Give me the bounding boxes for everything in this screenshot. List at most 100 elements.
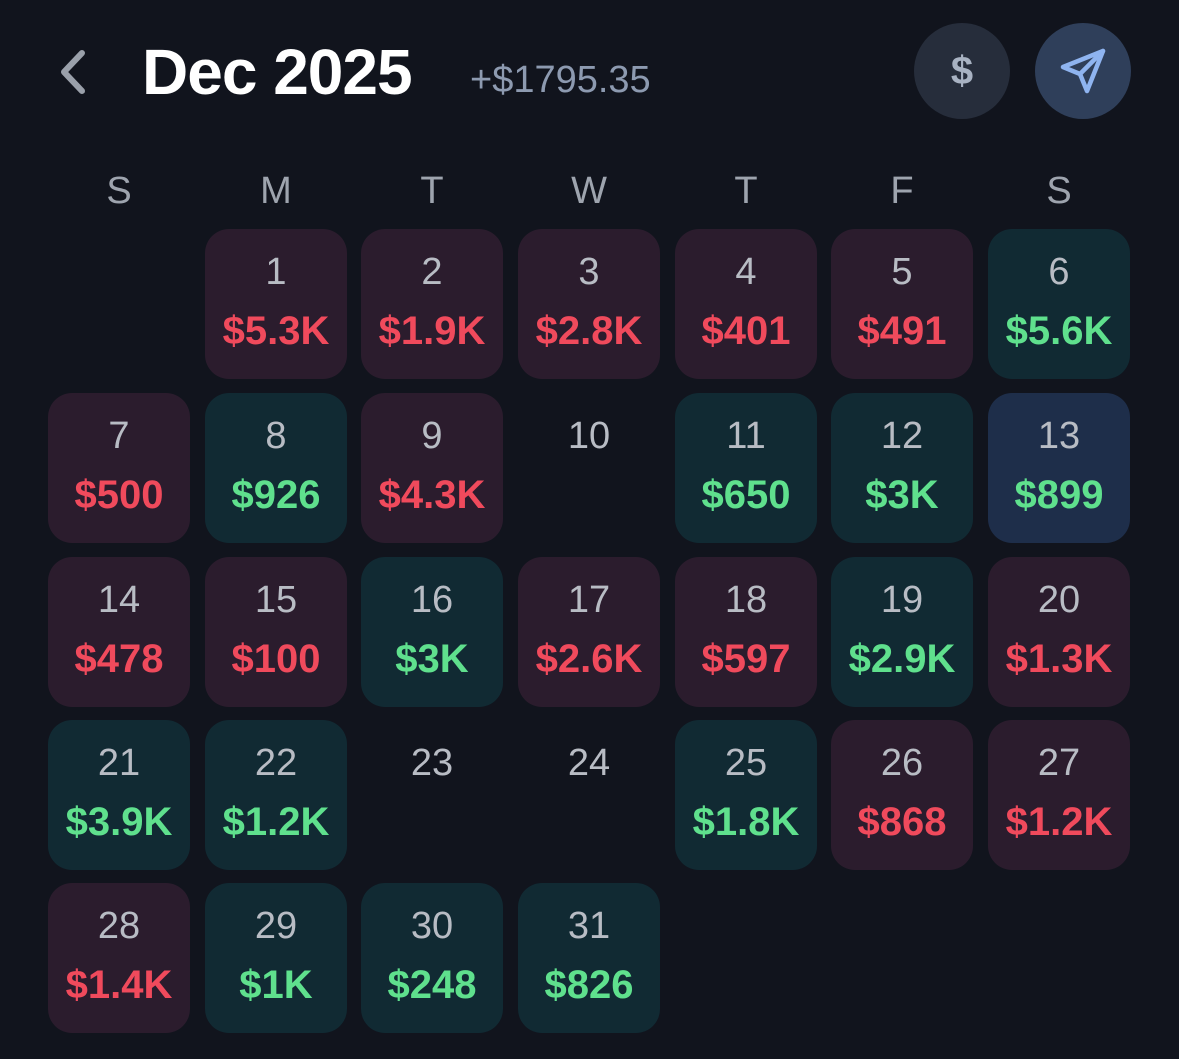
day-number: 3	[578, 251, 600, 293]
day-number: 29	[254, 905, 298, 947]
day-number: 5	[891, 251, 913, 293]
day-amount: $100	[231, 637, 321, 681]
day-amount: $2.8K	[535, 309, 643, 353]
day-cell-14[interactable]: 14 $478	[48, 557, 190, 707]
day-cell-8[interactable]: 8 $926	[205, 393, 347, 543]
day-amount: $248	[387, 963, 477, 1007]
day-amount: $1.3K	[1005, 637, 1113, 681]
day-cell-12[interactable]: 12 $3K	[831, 393, 973, 543]
day-amount: $401	[701, 309, 791, 353]
day-cell-22[interactable]: 22 $1.2K	[205, 720, 347, 870]
day-amount: $1.9K	[378, 309, 486, 353]
day-number: 18	[724, 579, 768, 621]
day-number: 9	[421, 415, 443, 457]
day-amount: $3K	[395, 637, 469, 681]
weekday-label: S	[106, 170, 132, 212]
day-cell-28[interactable]: 28 $1.4K	[48, 883, 190, 1033]
day-cell-9[interactable]: 9 $4.3K	[361, 393, 503, 543]
day-number: 31	[567, 905, 611, 947]
day-number: 1	[265, 251, 287, 293]
day-number: 22	[254, 742, 298, 784]
day-cell-4[interactable]: 4 $401	[675, 229, 817, 379]
day-cell-21[interactable]: 21 $3.9K	[48, 720, 190, 870]
send-button[interactable]	[1035, 23, 1131, 119]
day-cell-30[interactable]: 30 $248	[361, 883, 503, 1033]
day-cell-16[interactable]: 16 $3K	[361, 557, 503, 707]
day-amount: $491	[857, 309, 947, 353]
day-amount: $3.9K	[65, 800, 173, 844]
day-amount: $1.2K	[222, 800, 330, 844]
day-number: 17	[567, 579, 611, 621]
day-amount: $1.8K	[692, 800, 800, 844]
day-amount: $4.3K	[378, 473, 486, 517]
day-amount: $2.6K	[535, 637, 643, 681]
weekday-label: S	[1046, 170, 1072, 212]
day-cell-31[interactable]: 31 $826	[518, 883, 660, 1033]
day-cell-24[interactable]: 24	[518, 720, 660, 870]
day-cell-13[interactable]: 13 $899	[988, 393, 1130, 543]
weekday-label: M	[260, 170, 292, 212]
day-number: 8	[265, 415, 287, 457]
day-number: 7	[108, 415, 130, 457]
day-amount: $2.9K	[848, 637, 956, 681]
day-amount: $1K	[239, 963, 313, 1007]
back-button[interactable]	[48, 42, 96, 102]
day-cell-20[interactable]: 20 $1.3K	[988, 557, 1130, 707]
day-cell-3[interactable]: 3 $2.8K	[518, 229, 660, 379]
day-cell-25[interactable]: 25 $1.8K	[675, 720, 817, 870]
day-cell-18[interactable]: 18 $597	[675, 557, 817, 707]
day-number: 20	[1037, 579, 1081, 621]
day-amount: $500	[74, 473, 164, 517]
weekday-label: T	[420, 170, 444, 212]
day-cell-17[interactable]: 17 $2.6K	[518, 557, 660, 707]
day-number: 11	[726, 415, 766, 457]
day-number: 30	[410, 905, 454, 947]
weekday-label: F	[890, 170, 914, 212]
weekday-label: W	[571, 170, 607, 212]
paper-plane-icon	[1060, 48, 1106, 94]
day-cell-26[interactable]: 26 $868	[831, 720, 973, 870]
day-cell-11[interactable]: 11 $650	[675, 393, 817, 543]
day-cell-7[interactable]: 7 $500	[48, 393, 190, 543]
day-amount: $650	[701, 473, 791, 517]
month-total: +$1795.35	[470, 59, 651, 101]
day-cell-1[interactable]: 1 $5.3K	[205, 229, 347, 379]
day-number: 25	[724, 742, 768, 784]
day-number: 14	[97, 579, 141, 621]
day-cell-6[interactable]: 6 $5.6K	[988, 229, 1130, 379]
day-amount: $597	[701, 637, 791, 681]
day-number: 2	[421, 251, 443, 293]
day-cell-15[interactable]: 15 $100	[205, 557, 347, 707]
day-amount: $899	[1014, 473, 1104, 517]
weekday-label: T	[734, 170, 758, 212]
day-amount: $3K	[865, 473, 939, 517]
day-amount: $5.3K	[222, 309, 330, 353]
day-cell-19[interactable]: 19 $2.9K	[831, 557, 973, 707]
calendar-header: Dec 2025 +$1795.35 $	[0, 0, 1179, 150]
day-number: 4	[735, 251, 757, 293]
day-number: 16	[410, 579, 454, 621]
day-cell-29[interactable]: 29 $1K	[205, 883, 347, 1033]
day-amount: $926	[231, 473, 321, 517]
day-number: 6	[1048, 251, 1070, 293]
day-amount: $1.4K	[65, 963, 173, 1007]
currency-button[interactable]: $	[914, 23, 1010, 119]
dollar-icon: $	[950, 49, 974, 93]
day-cell-23[interactable]: 23	[361, 720, 503, 870]
day-number: 13	[1037, 415, 1081, 457]
day-number: 23	[410, 742, 454, 784]
day-number: 24	[567, 742, 611, 784]
day-cell-5[interactable]: 5 $491	[831, 229, 973, 379]
day-cell-2[interactable]: 2 $1.9K	[361, 229, 503, 379]
day-cell-27[interactable]: 27 $1.2K	[988, 720, 1130, 870]
day-number: 26	[880, 742, 924, 784]
day-number: 10	[567, 415, 611, 457]
day-number: 27	[1037, 742, 1081, 784]
day-number: 28	[97, 905, 141, 947]
day-cell-10[interactable]: 10	[518, 393, 660, 543]
day-number: 12	[880, 415, 924, 457]
day-number: 15	[254, 579, 298, 621]
chevron-left-icon	[61, 50, 85, 94]
day-amount: $478	[74, 637, 164, 681]
